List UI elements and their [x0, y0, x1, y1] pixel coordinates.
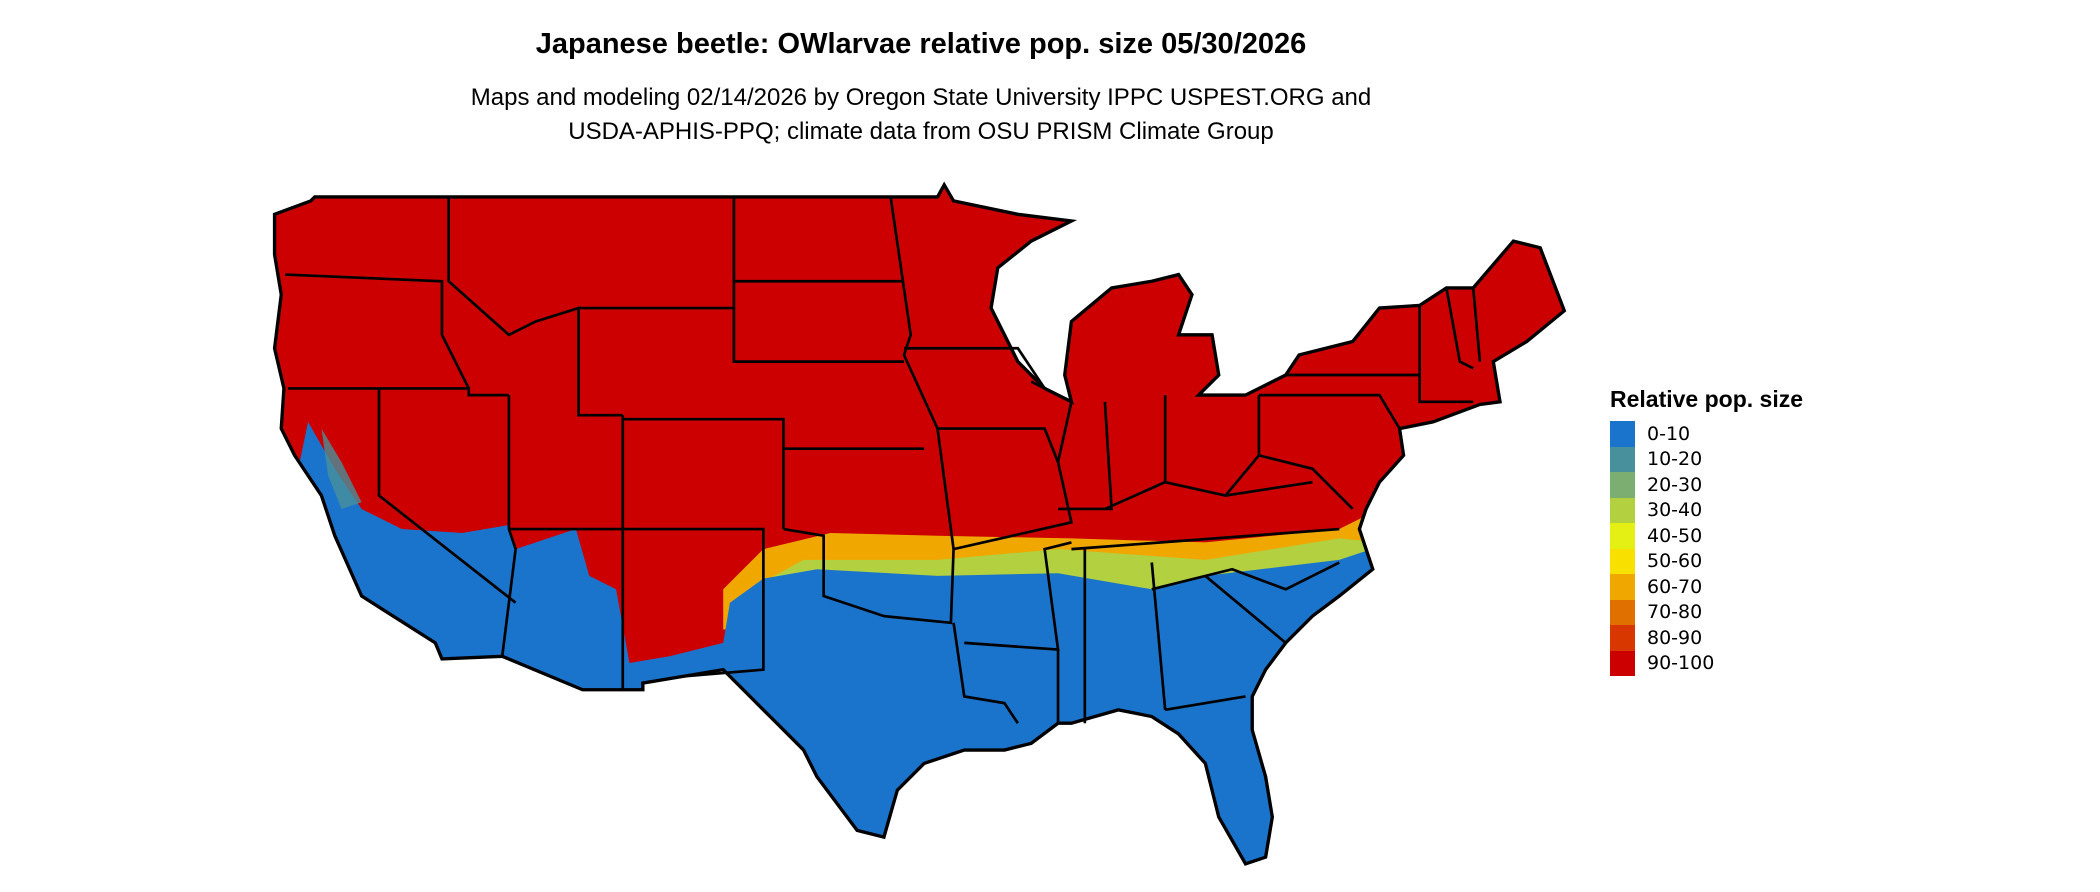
legend-swatch [1610, 421, 1635, 447]
legend-label: 80-90 [1647, 626, 1703, 649]
legend-item: 40-50 [1610, 523, 1803, 549]
legend-item: 80-90 [1610, 625, 1803, 651]
legend-swatch [1610, 625, 1635, 651]
legend-item: 0-10 [1610, 421, 1803, 447]
legend-label: 50-60 [1647, 550, 1703, 573]
legend-item: 50-60 [1610, 548, 1803, 574]
legend-swatch [1610, 650, 1635, 676]
legend-item: 90-100 [1610, 650, 1803, 676]
legend-label: 40-50 [1647, 524, 1703, 547]
legend-swatch [1610, 548, 1635, 574]
map-subtitle-line-2: USDA-APHIS-PPQ; climate data from OSU PR… [568, 118, 1274, 145]
legend-swatch [1610, 523, 1635, 549]
legend-title: Relative pop. size [1610, 386, 1804, 412]
legend-swatch [1610, 497, 1635, 523]
legend-items: 0-10 10-20 20-30 30-40 40-50 50-60 60-70 70-80 8… [1610, 421, 1803, 676]
legend-label: 60-70 [1647, 575, 1703, 598]
legend-item: 10-20 [1610, 446, 1803, 472]
legend-item: 20-30 [1610, 472, 1803, 498]
legend-swatch [1610, 472, 1635, 498]
legend-swatch [1610, 599, 1635, 625]
legend-label: 70-80 [1647, 601, 1703, 624]
legend: Relative pop. size 0-10 10-20 20-30 30-40 40… [1610, 386, 1803, 676]
legend-label: 30-40 [1647, 499, 1703, 522]
legend-label: 10-20 [1647, 448, 1703, 471]
legend-label: 90-100 [1647, 652, 1715, 675]
legend-swatch [1610, 574, 1635, 600]
legend-label: 0-10 [1647, 422, 1691, 445]
legend-item: 60-70 [1610, 574, 1803, 600]
map-subtitle-line-1: Maps and modeling 02/14/2026 by Oregon S… [470, 84, 1372, 111]
legend-swatch [1610, 446, 1635, 472]
legend-item: 70-80 [1610, 599, 1803, 625]
map-title: Japanese beetle: OWlarvae relative pop. … [535, 28, 1307, 60]
zone-coastal-mix [321, 428, 362, 509]
state-borders [285, 196, 1482, 724]
legend-label: 20-30 [1647, 473, 1703, 496]
legend-item: 30-40 [1610, 497, 1803, 523]
